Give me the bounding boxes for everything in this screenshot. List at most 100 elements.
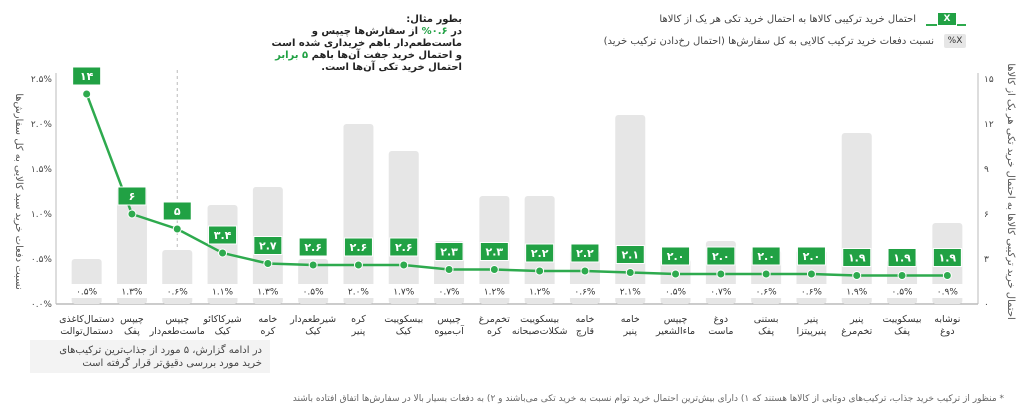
y-tick-right-label: ۶ [984, 210, 989, 220]
x-tick-label-line: قارچ [576, 326, 594, 337]
line-value-label: ۲.۷ [259, 240, 277, 253]
y-tick-right-label: ۱۲ [984, 120, 994, 130]
x-tick-label: دستمال‌کاغذی دستمال‌توالت [59, 314, 114, 337]
x-tick-label: بستنی پفک [754, 314, 779, 337]
line-point [806, 269, 816, 279]
bar-value-label: ۰.۶% [801, 288, 823, 298]
line-point [942, 271, 952, 280]
line-value-label: ۲.۱ [621, 249, 639, 262]
chart-axes: ۰.۰% ۰ ۰.۵% ۳ ۱.۰% ۶ ۱.۵% ۹ ۲.۰% ۱۲ ۲.۵% ۱۵ [31, 70, 994, 310]
x-tick-label-line: خامه [258, 314, 277, 325]
x-tick-label-line: کیک [215, 326, 231, 337]
line-label-box [72, 66, 102, 86]
x-tick-label-line: دوغ [940, 326, 955, 337]
line-label-box [570, 243, 600, 263]
x-tick-label-line: پفک [758, 326, 774, 337]
bar-value-label: ۰.۶% [756, 288, 778, 298]
x-tick-label: بیسکوییت کیک [384, 314, 423, 337]
line-point [172, 224, 182, 234]
line-value-label: ۲.۲ [576, 247, 594, 260]
x-tick-label-line: بستنی [754, 314, 779, 325]
legend-bar-swatch: X% [944, 34, 966, 48]
line-label-box [796, 246, 826, 266]
line-point [625, 268, 635, 277]
x-tick-label: پنیر پنیرپیتزا [797, 314, 827, 337]
bar-value-label: ۰.۹% [937, 288, 959, 298]
annotation-text-2: از سفارش‌ها چیپس و ماست‌طعم‌دار باهم خری… [271, 26, 462, 61]
bar-value-label: ۱.۹% [846, 288, 868, 298]
bar-value-labels: ۰.۵% ۱.۳% ۰.۶% ۱.۱% ۱.۳% ۰.۵% ۲.۰% ۱.۷% ۰.۷% ۱.۲%… [67, 284, 967, 298]
line-label-box [525, 243, 555, 263]
bar-label-box [656, 284, 695, 298]
line-label-box [479, 242, 509, 261]
bar-label-box [928, 284, 967, 298]
line-label-box [162, 201, 192, 221]
x-tick-label-line: ماءالشعیر [655, 326, 695, 337]
y-tick-left-label: ۱.۰% [31, 210, 53, 220]
line-point [897, 271, 907, 280]
line-value-label: ۱.۹ [848, 252, 866, 265]
bottom-note: در ادامه گزارش، ۵ مورد از جذاب‌ترین ترکی… [30, 340, 270, 373]
x-tick-label-line: بیسکوییت [384, 314, 423, 325]
x-tick-label: شیرطعم‌دار کیک [289, 314, 336, 337]
x-tick-label-line: پنیر [849, 314, 864, 325]
legend-item-bar: X% نسبت دفعات خرید ترکیب کالایی به کل سف… [604, 34, 966, 48]
line-point [82, 89, 92, 99]
line-path [85, 93, 948, 277]
legend-line-swatch-text: X [937, 12, 957, 26]
line-value-label: ۲.۶ [395, 241, 413, 254]
line-label-box [615, 245, 645, 264]
annotation-text-1: در [451, 26, 462, 37]
bar-label-box [339, 284, 378, 298]
bar-label-box [792, 284, 831, 298]
bar-label-box [611, 284, 650, 298]
bar-label-box [520, 284, 559, 298]
x-tick-label-line: کره [351, 314, 366, 325]
x-tick-label-line: بیسکوییت [883, 314, 922, 325]
x-tick-label-line: آب‌میوه [434, 324, 464, 337]
x-tick-label-line: چیپس [437, 314, 461, 325]
bar-value-label: ۰.۵% [665, 288, 687, 298]
line-label-box [117, 186, 147, 206]
x-tick-label: دوغ ماست [708, 314, 733, 337]
x-tick-label-line: تخم‌مرغ [479, 314, 510, 325]
bar [343, 124, 374, 304]
bar-value-label: ۱.۷% [393, 288, 415, 298]
line-label-box [389, 237, 419, 257]
line-value-label: ۲.۶ [304, 241, 322, 254]
line-value-label: ۶ [129, 190, 136, 203]
line-label-box [298, 237, 328, 257]
x-tick-label-line: ماست [708, 326, 733, 337]
x-tick-label-line: پنیر [804, 314, 819, 325]
x-tick-label-line: خامه [575, 314, 594, 325]
line-value-label: ۵ [174, 205, 181, 218]
y-tick-left-label: ۱.۵% [31, 165, 53, 175]
x-tick-label-line: بیسکوییت [520, 314, 559, 325]
bar-value-label: ۱.۳% [121, 288, 143, 298]
bar-label-box [203, 284, 242, 298]
line-value-label: ۳.۴ [214, 229, 232, 242]
line-point [671, 269, 681, 279]
y-tick-right-label: ۰ [984, 300, 989, 310]
bar-label-box [112, 284, 151, 298]
line-value-label: ۲.۳ [440, 246, 458, 259]
bar-value-label: ۰.۶% [574, 288, 596, 298]
bar-label-box [67, 284, 106, 298]
line-point [399, 260, 409, 270]
x-tick-label-line: خامه [621, 314, 640, 325]
x-tick-label: پنیر تخم‌مرغ [841, 314, 872, 337]
line-point [761, 269, 771, 279]
bar-label-box [384, 284, 423, 298]
line-point [127, 209, 137, 219]
line-point [263, 259, 273, 268]
x-tick-label-line: پنیر [622, 326, 637, 337]
bar-label-box [565, 284, 604, 298]
x-tick-label-line: کره [487, 326, 502, 337]
line-point [580, 266, 590, 276]
y-tick-left-label: ۲.۵% [31, 75, 53, 85]
bar-value-label: ۱.۳% [257, 288, 279, 298]
line-label-box [434, 242, 464, 261]
x-tick-label-line: دستمال‌کاغذی [59, 314, 114, 325]
x-tick-label-line: کره [260, 326, 275, 337]
x-tick-label-line: کیک [305, 326, 321, 337]
